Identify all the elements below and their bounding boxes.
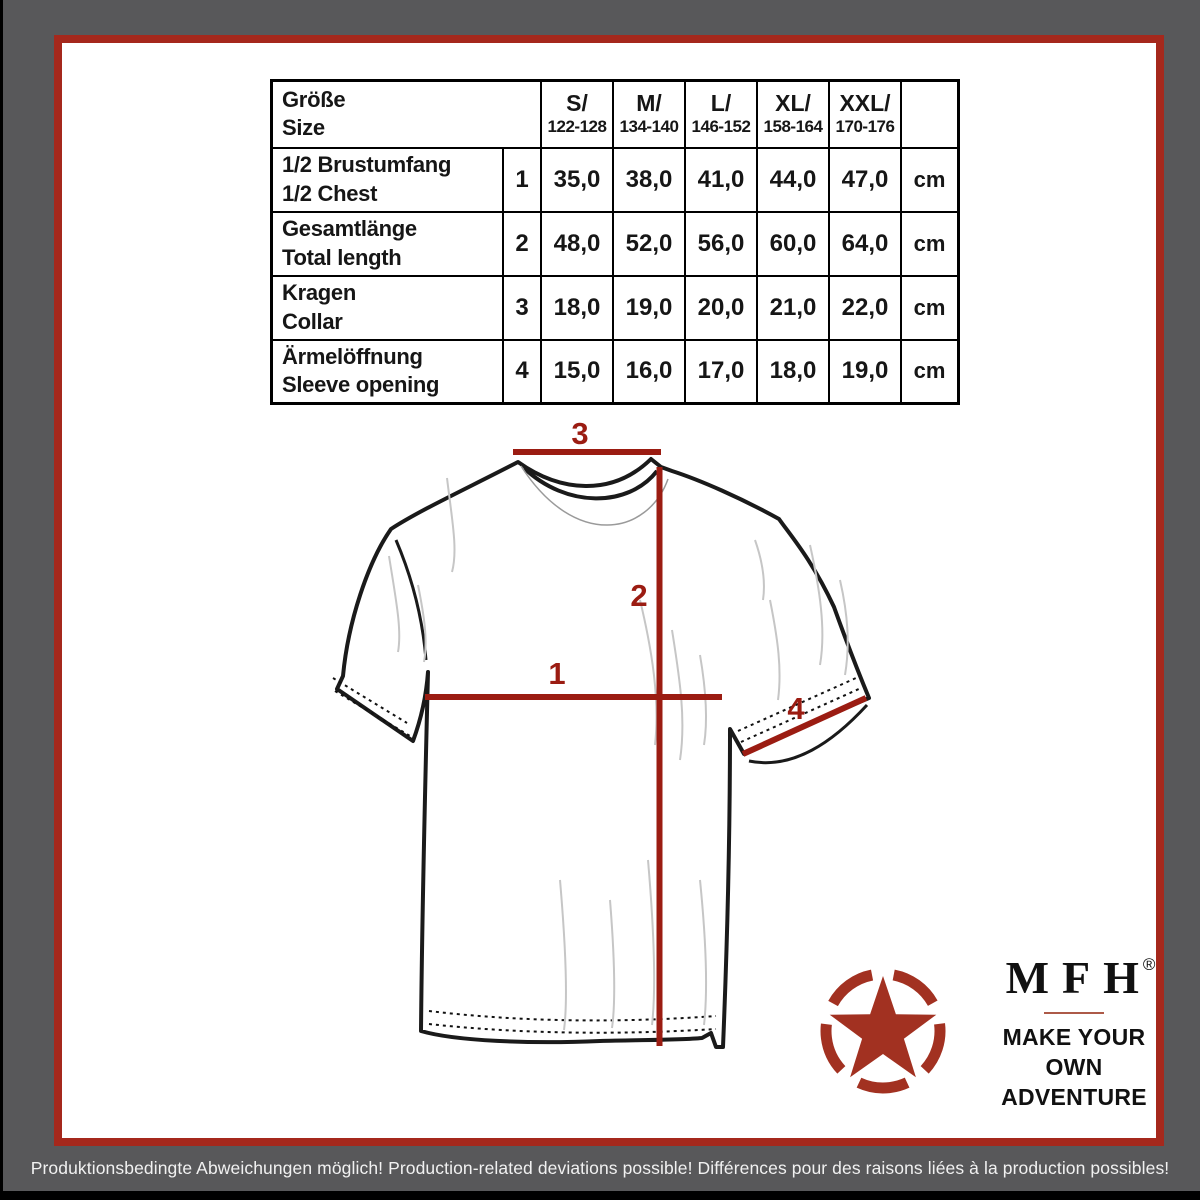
measure-label-length: 2: [630, 578, 647, 613]
header-col-l: L/ 146-152: [684, 79, 758, 149]
value-cell: 56,0: [684, 210, 758, 277]
table-header-row: Größe Size S/ 122-128 M/ 134-140 L/ 146-…: [270, 79, 960, 149]
value-cell: 18,0: [756, 338, 830, 405]
header-size-cell: Größe Size: [270, 79, 542, 149]
measure-line-sleeve: [741, 695, 868, 757]
value-cell: 35,0: [540, 146, 614, 213]
stitch-lines: [332, 677, 862, 1034]
tagline-line2: ADVENTURE: [1001, 1083, 1147, 1110]
tshirt-outline: [335, 457, 871, 1049]
unit-cell: cm: [900, 146, 960, 213]
value-cell: 38,0: [612, 146, 686, 213]
header-col-xxl: XXL/ 170-176: [828, 79, 902, 149]
row-index: 1: [502, 146, 542, 213]
table-row-collar: Kragen Collar 3 18,0 19,0 20,0 21,0 22,0…: [270, 274, 960, 341]
size-range: 170-176: [835, 116, 895, 136]
row-label-cell: 1/2 Brustumfang 1/2 Chest: [270, 146, 504, 213]
row-label-en: Collar: [282, 308, 343, 334]
header-size-en: Size: [282, 115, 325, 141]
row-index: 2: [502, 210, 542, 277]
value-cell: 16,0: [612, 338, 686, 405]
row-label-en: 1/2 Chest: [282, 180, 378, 206]
row-label-de: Ärmelöffnung: [282, 344, 423, 370]
value-cell: 15,0: [540, 338, 614, 405]
size-range: 146-152: [691, 116, 751, 136]
table-row-chest: 1/2 Brustumfang 1/2 Chest 1 35,0 38,0 41…: [270, 146, 960, 213]
row-label-de: Gesamtlänge: [282, 216, 417, 242]
size-label: L/: [710, 90, 732, 117]
row-label-en: Sleeve opening: [282, 372, 440, 398]
value-cell: 48,0: [540, 210, 614, 277]
value-cell: 22,0: [828, 274, 902, 341]
row-label-de: 1/2 Brustumfang: [282, 152, 452, 178]
collar-band-line: [522, 466, 659, 501]
value-cell: 60,0: [756, 210, 830, 277]
measure-label-chest: 1: [548, 656, 565, 691]
value-cell: 47,0: [828, 146, 902, 213]
header-col-xl: XL/ 158-164: [756, 79, 830, 149]
value-cell: 41,0: [684, 146, 758, 213]
header-unit-cell: [900, 79, 960, 149]
size-range: 158-164: [763, 116, 823, 136]
brand-letters: MFH: [1005, 952, 1152, 1003]
value-cell: 19,0: [828, 338, 902, 405]
brand-logo: MFH® MAKE YOUR OWN ADVENTURE: [808, 955, 1174, 1113]
unit-cell: cm: [900, 274, 960, 341]
star-circle-icon: [820, 968, 946, 1094]
content-panel: Größe Size S/ 122-128 M/ 134-140 L/ 146-…: [54, 35, 1164, 1146]
brand-name: MFH®: [1006, 955, 1156, 1001]
table-row-sleeve: Ärmelöffnung Sleeve opening 4 15,0 16,0 …: [270, 338, 960, 405]
row-index: 4: [502, 338, 542, 405]
table-row-length: Gesamtlänge Total length 2 48,0 52,0 56,…: [270, 210, 960, 277]
logo-text-block: MFH® MAKE YOUR OWN ADVENTURE: [974, 955, 1174, 1113]
unit-cell: cm: [900, 210, 960, 277]
value-cell: 17,0: [684, 338, 758, 405]
size-table: Größe Size S/ 122-128 M/ 134-140 L/ 146-…: [270, 79, 960, 405]
value-cell: 18,0: [540, 274, 614, 341]
row-index: 3: [502, 274, 542, 341]
tshirt-measurement-diagram: 3 2 1 4: [332, 416, 871, 1049]
tagline-line1: MAKE YOUR OWN: [1002, 1024, 1146, 1080]
row-label-cell: Ärmelöffnung Sleeve opening: [270, 338, 504, 405]
value-cell: 19,0: [612, 274, 686, 341]
registered-mark: ®: [1142, 955, 1156, 974]
size-range: 122-128: [547, 116, 607, 136]
logo-divider: [1044, 1012, 1104, 1014]
value-cell: 64,0: [828, 210, 902, 277]
header-col-s: S/ 122-128: [540, 79, 614, 149]
measure-label-collar: 3: [571, 416, 588, 451]
header-col-m: M/ 134-140: [612, 79, 686, 149]
value-cell: 21,0: [756, 274, 830, 341]
value-cell: 20,0: [684, 274, 758, 341]
right-cuff-fold: [748, 703, 869, 765]
size-label: S/: [566, 90, 588, 117]
row-label-de: Kragen: [282, 280, 356, 306]
size-label: XXL/: [839, 90, 891, 117]
production-disclaimer: Produktionsbedingte Abweichungen möglich…: [30, 1158, 1170, 1178]
row-label-cell: Kragen Collar: [270, 274, 504, 341]
measure-label-sleeve: 4: [787, 691, 805, 726]
size-range: 134-140: [619, 116, 679, 136]
header-size-de: Größe: [282, 87, 346, 113]
size-label: XL/: [775, 90, 811, 117]
size-label: M/: [636, 90, 662, 117]
row-label-cell: Gesamtlänge Total length: [270, 210, 504, 277]
unit-cell: cm: [900, 338, 960, 405]
wrinkle-lines: [388, 477, 849, 1031]
value-cell: 52,0: [612, 210, 686, 277]
value-cell: 44,0: [756, 146, 830, 213]
row-label-en: Total length: [282, 244, 402, 270]
